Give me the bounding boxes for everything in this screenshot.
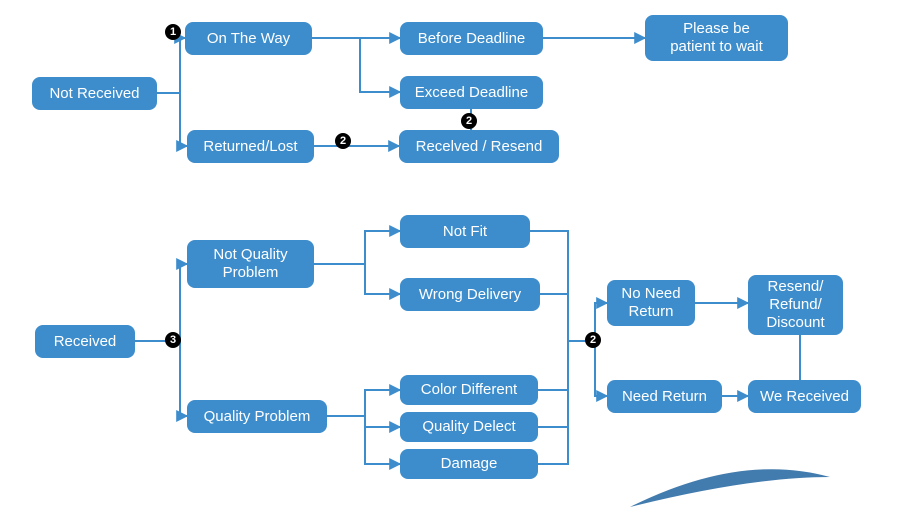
node-need-return: Need Return bbox=[607, 380, 722, 413]
edge-12 bbox=[327, 416, 400, 427]
node-on-the-way: On The Way bbox=[185, 22, 312, 55]
node-not-quality: Not QualityProblem bbox=[187, 240, 314, 288]
node-exceed-deadline: Exceed Deadline bbox=[400, 76, 543, 109]
node-received-resend: Recelved / Resend bbox=[399, 130, 559, 163]
node-we-received: We Received bbox=[748, 380, 861, 413]
edge-11 bbox=[327, 390, 400, 416]
badge-b3: 2 bbox=[461, 113, 477, 129]
node-wrong-delivery: Wrong Delivery bbox=[400, 278, 540, 311]
badge-b2: 2 bbox=[335, 133, 351, 149]
edge-18 bbox=[538, 341, 568, 464]
decorative-swoosh bbox=[620, 447, 840, 507]
edge-9 bbox=[314, 231, 400, 264]
node-not-received: Not Received bbox=[32, 77, 157, 110]
badge-b4: 3 bbox=[165, 332, 181, 348]
node-color-different: Color Different bbox=[400, 375, 538, 405]
edge-15 bbox=[540, 294, 568, 341]
badge-b5: 2 bbox=[585, 332, 601, 348]
node-not-fit: Not Fit bbox=[400, 215, 530, 248]
edge-10 bbox=[314, 264, 400, 294]
edge-17 bbox=[538, 341, 568, 427]
node-quality-delect: Quality Delect bbox=[400, 412, 538, 442]
node-quality-problem: Quality Problem bbox=[187, 400, 327, 433]
node-please-wait: Please bepatient to wait bbox=[645, 15, 788, 61]
edge-7 bbox=[135, 264, 187, 341]
edge-0 bbox=[157, 38, 185, 93]
edge-1 bbox=[157, 93, 187, 146]
edge-3 bbox=[312, 38, 400, 92]
edge-16 bbox=[538, 341, 568, 390]
node-received: Received bbox=[35, 325, 135, 358]
edge-8 bbox=[135, 341, 187, 416]
node-resend-refund: Resend/Refund/Discount bbox=[748, 275, 843, 335]
node-before-deadline: Before Deadline bbox=[400, 22, 543, 55]
node-damage: Damage bbox=[400, 449, 538, 479]
node-returned-lost: Returned/Lost bbox=[187, 130, 314, 163]
badge-b1: 1 bbox=[165, 24, 181, 40]
edge-13 bbox=[327, 416, 400, 464]
edge-20 bbox=[568, 341, 607, 396]
node-no-need-return: No NeedReturn bbox=[607, 280, 695, 326]
